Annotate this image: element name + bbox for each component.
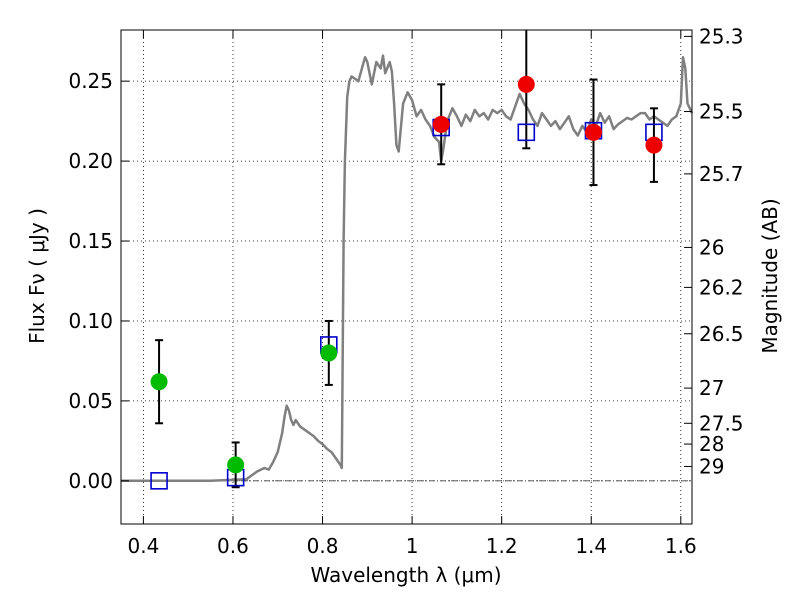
y-tick-label: 0.05 bbox=[68, 389, 113, 413]
model-photometry-points bbox=[150, 118, 663, 490]
magnitude-tick-label: 26 bbox=[699, 235, 724, 259]
y-tick-label: 0.10 bbox=[68, 309, 113, 333]
plot-frame bbox=[120, 29, 693, 525]
y-axis-title: Flux Fν ( μJy ) bbox=[25, 208, 49, 344]
x-tick-labels: 0.4 0.6 0.8 1 1.2 1.4 1.6 bbox=[127, 534, 696, 558]
magnitude-tick-label: 25.5 bbox=[699, 100, 744, 124]
y-tick-labels: 0.00 0.05 0.10 0.15 0.20 0.25 bbox=[68, 69, 113, 493]
observed-point bbox=[150, 373, 168, 391]
observed-point bbox=[432, 115, 450, 133]
x-tick-label: 1.2 bbox=[486, 534, 518, 558]
observed-point bbox=[584, 123, 602, 141]
y-tick-label: 0.00 bbox=[68, 469, 113, 493]
axis-ticks bbox=[121, 30, 692, 524]
magnitude-tick-label: 28 bbox=[699, 432, 724, 456]
magnitude-tick-label: 29 bbox=[699, 454, 724, 478]
observed-point bbox=[227, 456, 245, 474]
x-tick-label: 0.6 bbox=[217, 534, 249, 558]
magnitude-tick-label: 27 bbox=[699, 376, 724, 400]
y-tick-label: 0.20 bbox=[68, 149, 113, 173]
x-axis-title: Wavelength λ (μm) bbox=[310, 563, 501, 587]
observed-point bbox=[645, 136, 663, 154]
observed-point bbox=[517, 75, 535, 93]
y-tick-label: 0.25 bbox=[68, 69, 113, 93]
x-tick-label: 0.4 bbox=[127, 534, 159, 558]
error-bars bbox=[155, 30, 658, 489]
observed-point bbox=[320, 344, 338, 362]
model-photometry-square bbox=[517, 123, 536, 142]
x-tick-label: 1 bbox=[406, 534, 419, 558]
magnitude-tick-label: 26.5 bbox=[699, 322, 744, 346]
model-spectrum-line bbox=[121, 54, 694, 483]
magnitude-tick-label: 25.7 bbox=[699, 162, 744, 186]
magnitude-tick-label: 27.5 bbox=[699, 411, 744, 435]
observed-points bbox=[150, 75, 663, 474]
magnitude-tick-label: 26.2 bbox=[699, 275, 744, 299]
y-tick-label: 0.15 bbox=[68, 229, 113, 253]
model-spectrum bbox=[121, 54, 694, 483]
grid-lines bbox=[121, 30, 692, 524]
y2-axis-title: Magnitude (AB) bbox=[758, 198, 782, 353]
magnitude-tick-label: 25.3 bbox=[699, 24, 744, 48]
x-tick-label: 1.6 bbox=[665, 534, 697, 558]
model-photometry-square bbox=[150, 472, 168, 490]
x-tick-label: 1.4 bbox=[575, 534, 607, 558]
x-tick-label: 0.8 bbox=[307, 534, 339, 558]
